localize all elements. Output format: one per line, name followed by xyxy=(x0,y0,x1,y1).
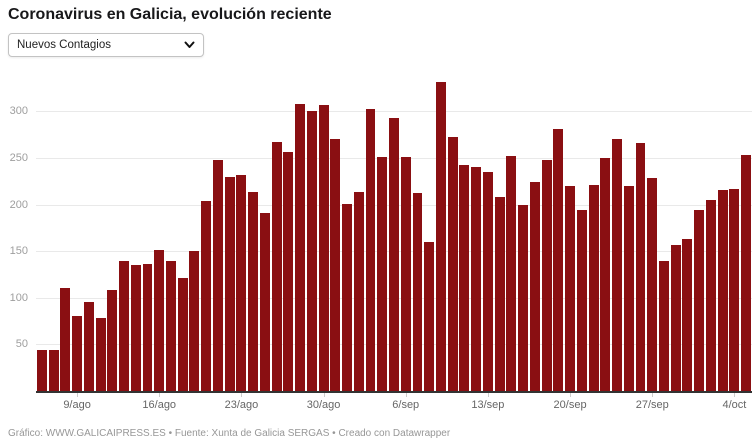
y-axis-tick-label: 150 xyxy=(9,245,28,258)
bar[interactable] xyxy=(389,117,399,391)
bar[interactable] xyxy=(717,189,728,391)
x-axis-tick xyxy=(652,393,654,397)
chart-title: Coronavirus en Galicia, evolución recien… xyxy=(8,6,332,23)
bar[interactable] xyxy=(365,108,376,391)
metric-select[interactable]: Nuevos Contagios xyxy=(8,33,204,57)
bar[interactable] xyxy=(658,260,669,391)
bar[interactable] xyxy=(107,290,118,391)
bar[interactable] xyxy=(682,239,693,391)
bar[interactable] xyxy=(72,315,83,391)
bar[interactable] xyxy=(330,139,341,391)
x-axis-tick xyxy=(159,393,161,397)
y-axis-tick-label: 300 xyxy=(9,105,28,118)
bar[interactable] xyxy=(248,192,259,391)
metric-select-value: Nuevos Contagios xyxy=(17,39,111,51)
bar[interactable] xyxy=(95,318,106,391)
bar[interactable] xyxy=(506,156,517,391)
x-axis-tick xyxy=(570,393,572,397)
bar[interactable] xyxy=(412,193,423,391)
bar[interactable] xyxy=(494,197,505,391)
bar[interactable] xyxy=(306,111,317,391)
bar[interactable] xyxy=(553,129,564,391)
bar[interactable] xyxy=(189,251,200,391)
x-axis-tick xyxy=(405,393,407,397)
bar[interactable] xyxy=(623,185,634,391)
bar[interactable] xyxy=(142,264,153,391)
y-axis-tick-label: 50 xyxy=(15,338,28,351)
bar[interactable] xyxy=(670,244,681,391)
bar[interactable] xyxy=(541,159,552,391)
bar[interactable] xyxy=(588,185,599,391)
bar[interactable] xyxy=(459,165,470,391)
chevron-down-icon xyxy=(184,41,195,49)
bar[interactable] xyxy=(342,203,353,391)
bar[interactable] xyxy=(224,176,235,391)
bar[interactable] xyxy=(529,182,540,391)
bar[interactable] xyxy=(36,349,47,391)
bar[interactable] xyxy=(236,174,247,391)
x-axis-tick-label: 16/ago xyxy=(142,399,177,411)
y-gridline xyxy=(36,111,752,113)
bar[interactable] xyxy=(612,139,622,391)
bar[interactable] xyxy=(353,192,364,391)
bar[interactable] xyxy=(729,188,740,391)
x-axis-tick-label: 4/oct xyxy=(722,399,747,411)
x-axis-tick-label: 13/sep xyxy=(471,399,505,411)
bar[interactable] xyxy=(48,349,59,391)
x-axis-tick-label: 20/sep xyxy=(553,399,587,411)
bar[interactable] xyxy=(377,157,388,391)
bar[interactable] xyxy=(295,103,306,391)
bar[interactable] xyxy=(424,241,435,391)
bar[interactable] xyxy=(259,212,270,391)
bar[interactable] xyxy=(271,142,282,391)
bar[interactable] xyxy=(694,210,705,391)
x-axis-tick xyxy=(487,393,489,397)
bar[interactable] xyxy=(83,302,94,391)
x-axis-tick-label: 30/ago xyxy=(306,399,341,411)
x-axis-tick xyxy=(77,393,79,397)
bar[interactable] xyxy=(400,157,411,391)
bar[interactable] xyxy=(576,210,587,391)
x-axis-tick xyxy=(734,393,736,397)
x-axis-tick-label: 23/ago xyxy=(224,399,259,411)
bar[interactable] xyxy=(166,261,176,391)
x-axis-tick xyxy=(323,393,325,397)
bar[interactable] xyxy=(518,204,529,391)
bar[interactable] xyxy=(705,199,716,391)
bar[interactable] xyxy=(283,152,294,391)
bar[interactable] xyxy=(318,104,329,391)
bar[interactable] xyxy=(212,159,223,391)
bar[interactable] xyxy=(177,278,188,391)
bar[interactable] xyxy=(635,143,646,391)
bar[interactable] xyxy=(471,167,482,391)
bar[interactable] xyxy=(482,171,493,391)
bar[interactable] xyxy=(565,185,576,391)
y-axis-tick-label: 250 xyxy=(9,152,28,164)
x-axis-tick-label: 27/sep xyxy=(635,399,669,411)
x-axis-tick-label: 9/ago xyxy=(63,399,91,411)
y-axis-tick-label: 200 xyxy=(9,198,28,211)
bar[interactable] xyxy=(154,250,165,391)
bar[interactable] xyxy=(741,155,752,391)
bar[interactable] xyxy=(201,200,212,391)
bar[interactable] xyxy=(130,265,141,391)
y-axis-tick-label: 100 xyxy=(9,291,28,304)
x-axis-tick xyxy=(241,393,243,397)
bar[interactable] xyxy=(600,158,611,391)
bar[interactable] xyxy=(447,136,458,391)
attribution-footer: Gráfico: WWW.GALICAIPRESS.ES • Fuente: X… xyxy=(8,428,451,439)
bar[interactable] xyxy=(435,81,446,391)
bar[interactable] xyxy=(60,288,71,391)
bar[interactable] xyxy=(647,177,658,391)
x-axis-line xyxy=(36,391,752,393)
x-axis-tick-label: 6/sep xyxy=(392,399,420,411)
bar[interactable] xyxy=(119,260,129,391)
